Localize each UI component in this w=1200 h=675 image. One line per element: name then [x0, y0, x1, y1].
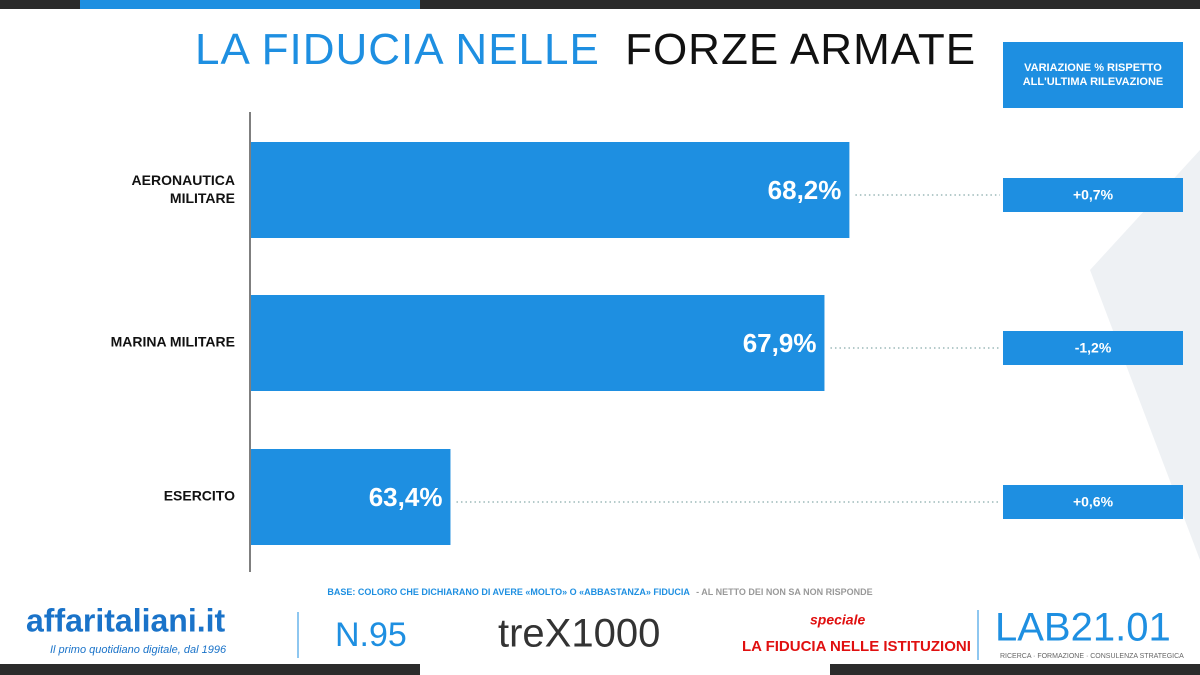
bar — [251, 449, 451, 545]
note-part: BASE: COLORO CHE DICHIARANO DI AVERE «MO… — [327, 587, 690, 597]
top-accent — [80, 0, 420, 9]
value-label: 63,4% — [369, 482, 443, 512]
variation-label: +0,6% — [1073, 494, 1114, 510]
title-part: FORZE ARMATE — [625, 25, 976, 74]
variation-title: VARIAZIONE % RISPETTO ALL'ULTIMA RILEVAZI… — [1023, 62, 1164, 88]
variation-header — [1003, 42, 1183, 108]
value-label: 68,2% — [768, 175, 842, 205]
bottom-gap — [420, 664, 830, 675]
variation-box — [1003, 178, 1183, 212]
lab-logo: LAB21.01 — [995, 606, 1171, 650]
variation-label: -1,2% — [1075, 340, 1112, 356]
variation-box — [1003, 485, 1183, 519]
top-bar — [0, 0, 1200, 9]
value-label: 67,9% — [743, 328, 817, 358]
category-label: ESERCITO — [164, 488, 235, 504]
tagline: Il primo quotidiano digitale, dal 1996 — [50, 644, 227, 656]
category-label: MARINA MILITARE — [111, 334, 235, 350]
note-part: - AL NETTO DEI NON SA NON RISPONDE — [696, 587, 873, 597]
variation-box — [1003, 331, 1183, 365]
category-label: AERONAUTICA MILITARE — [132, 172, 235, 206]
lab-tagline: RICERCA · FORMAZIONE · CONSULENZA STRATE… — [1000, 653, 1184, 660]
title-part: LA FIDUCIA NELLE — [195, 25, 600, 74]
variation-label: +0,7% — [1073, 187, 1114, 203]
special-title: LA FIDUCIA NELLE ISTITUZIONI — [742, 638, 971, 655]
bar — [251, 142, 850, 238]
trex-logo: treX1000 — [498, 612, 660, 656]
base-note: BASE: COLORO CHE DICHIARANO DI AVERE «MO… — [327, 587, 872, 597]
bar — [251, 295, 825, 391]
issue: N.95 — [335, 616, 407, 654]
brand: affaritaliani.it — [26, 602, 226, 638]
speciale: speciale — [810, 612, 865, 628]
chart-title: LA FIDUCIA NELLE FORZE ARMATE — [195, 25, 976, 74]
